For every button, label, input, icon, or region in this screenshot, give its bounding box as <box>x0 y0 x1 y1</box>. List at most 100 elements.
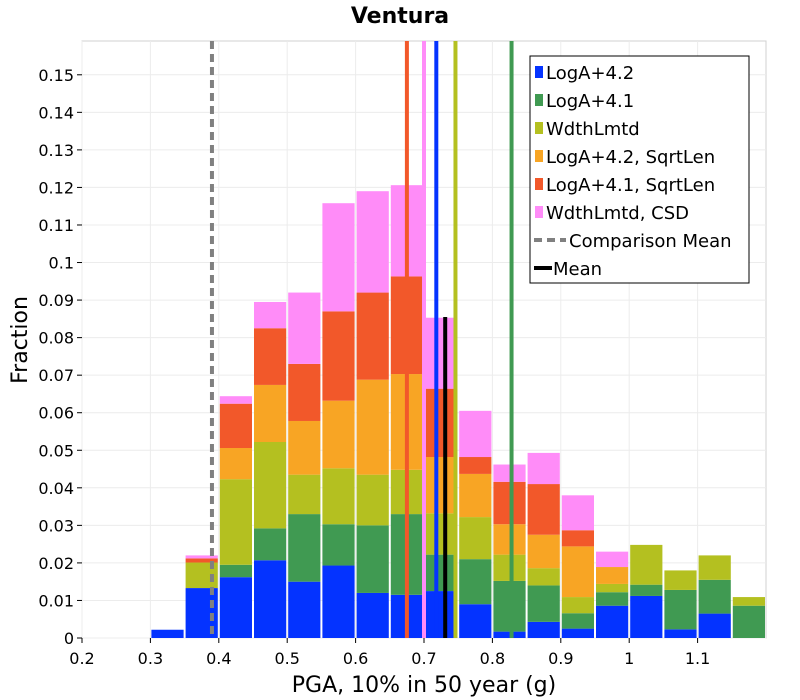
y-tick-label-4: 0.04 <box>38 479 74 498</box>
bar-5-series-2 <box>254 442 287 529</box>
legend-swatch-4 <box>535 178 543 190</box>
bar-4-series-5 <box>219 396 252 404</box>
legend-label-0: LogA+4.2 <box>546 63 634 84</box>
bar-5-series-0 <box>254 560 287 638</box>
y-tick-label-2: 0.02 <box>38 554 74 573</box>
y-tick-label-7: 0.07 <box>38 366 74 385</box>
mean-lines <box>209 41 514 638</box>
x-axis-label: PGA, 10% in 50 year (g) <box>292 673 556 698</box>
bar-11-series-1 <box>459 559 492 605</box>
x-tick-label-4: 0.6 <box>343 649 368 668</box>
bar-4-series-4 <box>219 403 252 449</box>
x-tick-label-6: 0.8 <box>480 649 505 668</box>
bar-6-series-4 <box>288 363 321 421</box>
bar-5-series-4 <box>254 328 287 385</box>
bar-11-series-2 <box>459 517 492 560</box>
bar-14-series-0 <box>561 628 594 638</box>
bar-13-series-2 <box>527 568 560 586</box>
bar-2-series-0 <box>151 629 184 638</box>
y-tick-label-12: 0.12 <box>38 178 74 197</box>
legend: LogA+4.2 LogA+4.1 WdthLmtd LogA+4.2, SqrtLe… <box>529 55 750 284</box>
bar-12-series-5 <box>493 464 526 482</box>
bar-17-series-1 <box>664 589 697 630</box>
x-axis-ticks: 0.2 0.3 0.4 0.5 0.6 0.7 0.8 0.9 1 1.1 <box>69 638 710 668</box>
bar-10-series-5 <box>425 317 458 389</box>
bar-11-series-4 <box>459 457 492 474</box>
x-tick-label-3: 0.5 <box>274 649 299 668</box>
y-tick-label-8: 0.08 <box>38 329 74 348</box>
bar-8-series-0 <box>356 592 389 638</box>
bar-17-series-2 <box>664 570 697 590</box>
bar-18-series-0 <box>698 613 731 638</box>
y-tick-label-1: 0.01 <box>38 591 74 610</box>
legend-swatch-2 <box>535 122 543 134</box>
bar-6-series-3 <box>288 420 321 475</box>
x-tick-label-9: 1.1 <box>685 649 710 668</box>
bar-7-series-4 <box>322 311 355 401</box>
bar-4-series-3 <box>219 448 252 480</box>
bar-10-series-2 <box>425 513 458 555</box>
bar-12-series-4 <box>493 481 526 525</box>
y-tick-label-6: 0.06 <box>38 404 74 423</box>
x-tick-label-5: 0.7 <box>411 649 436 668</box>
y-tick-label-15: 0.15 <box>38 66 74 85</box>
bar-16-series-0 <box>630 595 663 638</box>
bar-3-series-5 <box>185 555 218 559</box>
bar-14-series-3 <box>561 546 594 598</box>
bar-6-series-1 <box>288 514 321 582</box>
bar-7-series-5 <box>322 203 355 312</box>
bar-5-series-3 <box>254 384 287 443</box>
bar-14-series-4 <box>561 530 594 547</box>
bar-8-series-3 <box>356 379 389 475</box>
bar-11-series-0 <box>459 604 492 638</box>
bar-8-series-2 <box>356 474 389 526</box>
bar-15-series-2 <box>596 583 629 593</box>
bar-10-series-3 <box>425 457 458 514</box>
bar-14-series-2 <box>561 597 594 614</box>
legend-label-2: WdthLmtd <box>546 119 640 140</box>
bar-18-series-2 <box>698 555 731 580</box>
y-tick-label-11: 0.11 <box>38 216 74 235</box>
x-tick-label-8: 1 <box>624 649 634 668</box>
bar-19-series-1 <box>732 605 765 638</box>
legend-label-6: Comparison Mean <box>569 231 732 252</box>
bar-7-series-0 <box>322 565 355 638</box>
bar-7-series-1 <box>322 524 355 566</box>
bar-10-series-4 <box>425 388 458 458</box>
bar-16-series-1 <box>630 584 663 596</box>
bar-14-series-1 <box>561 613 594 629</box>
bar-5-series-5 <box>254 301 287 329</box>
bar-4-series-2 <box>219 479 252 565</box>
bar-13-series-5 <box>527 452 560 485</box>
x-tick-label-1: 0.3 <box>138 649 163 668</box>
bar-11-series-3 <box>459 473 492 518</box>
bar-8-series-4 <box>356 292 389 380</box>
bar-11-series-5 <box>459 410 492 458</box>
bar-7-series-3 <box>322 400 355 469</box>
bar-14-series-5 <box>561 495 594 531</box>
bar-3-series-4 <box>185 558 218 563</box>
bar-17-series-0 <box>664 629 697 638</box>
bar-15-series-5 <box>596 551 629 568</box>
x-tick-label-0: 0.2 <box>69 649 94 668</box>
bar-13-series-1 <box>527 585 560 622</box>
legend-label-5: WdthLmtd, CSD <box>546 203 689 224</box>
y-tick-label-10: 0.1 <box>49 254 74 273</box>
legend-label-7: Mean <box>553 259 602 280</box>
bar-7-series-2 <box>322 468 355 525</box>
bar-19-series-2 <box>732 597 765 606</box>
bar-13-series-0 <box>527 621 560 638</box>
bars <box>151 185 765 638</box>
legend-label-4: LogA+4.1, SqrtLen <box>546 175 715 196</box>
bar-4-series-1 <box>219 564 252 578</box>
bar-18-series-1 <box>698 579 731 614</box>
x-tick-label-2: 0.4 <box>206 649 231 668</box>
bar-10-series-0 <box>425 591 458 638</box>
bar-4-series-0 <box>219 577 252 638</box>
bar-8-series-5 <box>356 191 389 293</box>
bar-13-series-3 <box>527 534 560 569</box>
bar-6-series-5 <box>288 292 321 364</box>
bar-8-series-1 <box>356 525 389 593</box>
bar-12-series-1 <box>493 580 526 632</box>
